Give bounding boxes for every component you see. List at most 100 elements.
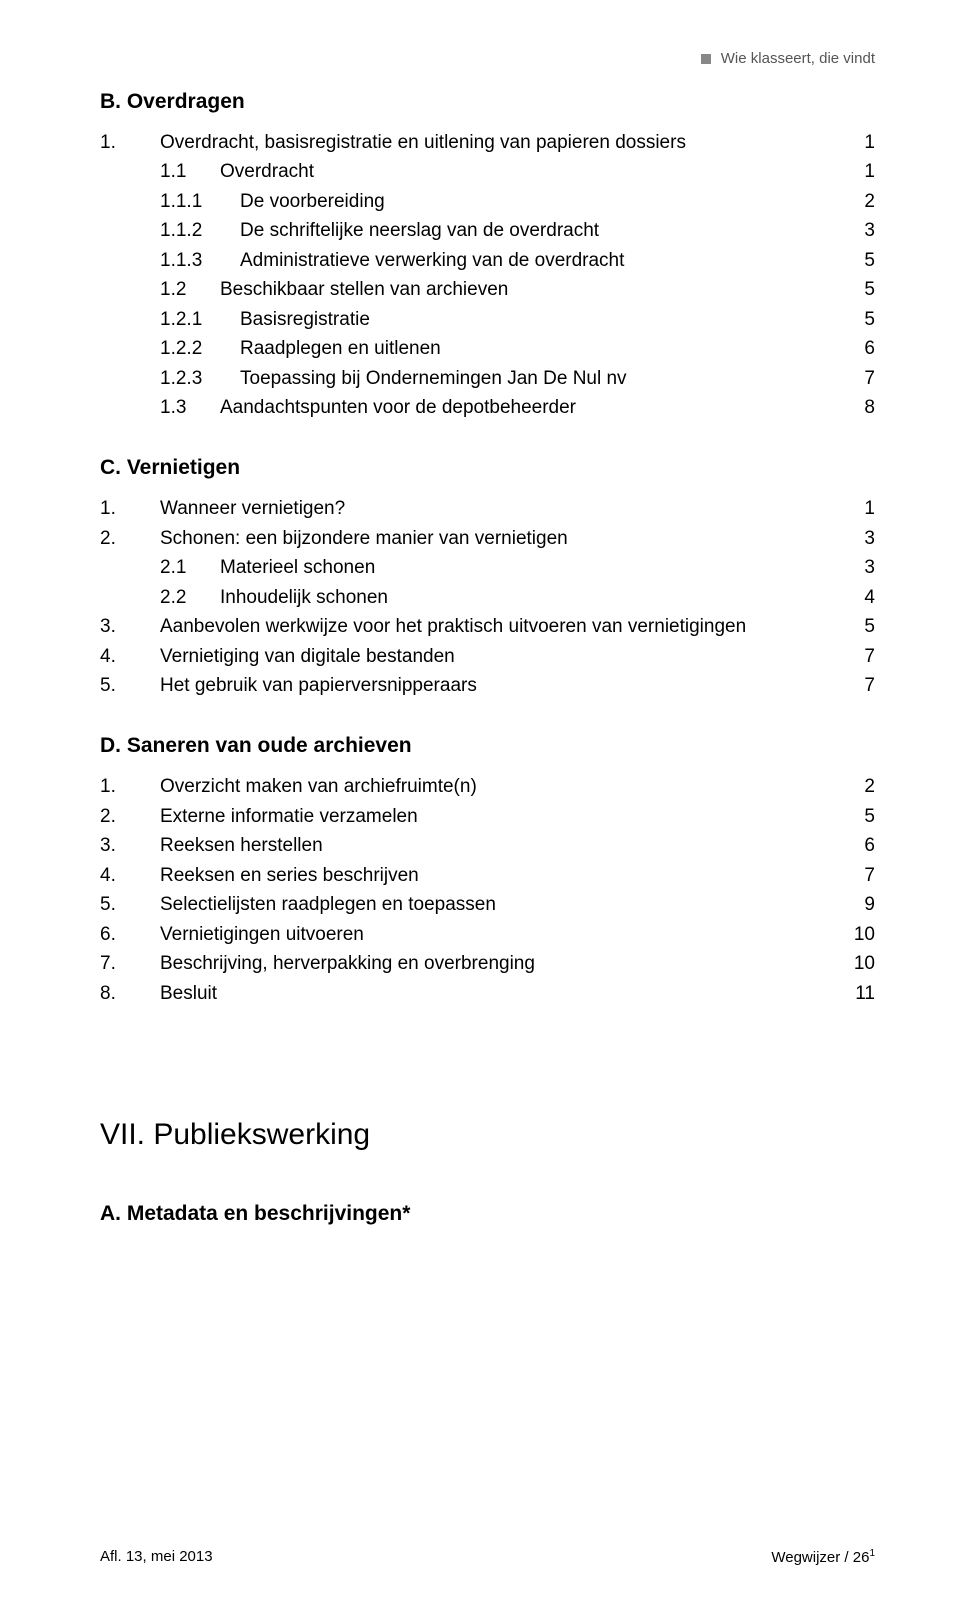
toc-row: 6.Vernietigingen uitvoeren10 [100,920,875,949]
toc-page: 7 [835,671,875,700]
toc-number: 1.3 [100,393,220,422]
toc-row: 3.Reeksen herstellen6 [100,831,875,860]
toc-label: Beschrijving, herverpakking en overbreng… [160,949,835,978]
toc-number: 2. [100,524,160,553]
toc-label: De schriftelijke neerslag van de overdra… [240,216,835,245]
running-header: Wie klasseert, die vindt [701,50,875,67]
toc-number: 3. [100,831,160,860]
toc-row: 4.Vernietiging van digitale bestanden7 [100,642,875,671]
toc-row: 5.Selectielijsten raadplegen en toepasse… [100,890,875,919]
toc-number: 1. [100,772,160,801]
toc-label: Overzicht maken van archiefruimte(n) [160,772,835,801]
toc-row: 1.Overzicht maken van archiefruimte(n)2 [100,772,875,801]
toc-page: 10 [835,920,875,949]
section-heading: C. Vernietigen [100,456,875,480]
toc-label: Het gebruik van papierversnipperaars [160,671,835,700]
toc-row: 3.Aanbevolen werkwijze voor het praktisc… [100,612,875,641]
toc-page: 10 [835,949,875,978]
toc-page: 3 [835,216,875,245]
toc-label: Basisregistratie [240,305,835,334]
toc-label: Selectielijsten raadplegen en toepassen [160,890,835,919]
toc-number: 3. [100,612,160,641]
toc-number: 4. [100,861,160,890]
toc-number: 1.2.1 [100,305,240,334]
toc-number: 1.2.3 [100,364,240,393]
toc-row: 1.2.2Raadplegen en uitlenen6 [100,334,875,363]
toc-number: 2.1 [100,553,220,582]
toc-row: 5.Het gebruik van papierversnipperaars7 [100,671,875,700]
page-footer: Afl. 13, mei 2013 Wegwijzer / 261 [100,1548,875,1566]
toc-label: Overdracht [220,157,835,186]
toc-label: De voorbereiding [240,187,835,216]
toc-row: 2.2Inhoudelijk schonen4 [100,583,875,612]
toc-label: Overdracht, basisregistratie en uitlenin… [160,128,835,157]
toc-label: Vernietiging van digitale bestanden [160,642,835,671]
toc-label: Aandachtspunten voor de depotbeheerder [220,393,835,422]
toc-number: 1.1.3 [100,246,240,275]
toc-row: 1.1.2De schriftelijke neerslag van de ov… [100,216,875,245]
toc-label: Aanbevolen werkwijze voor het praktisch … [160,612,835,641]
toc-row: 1.1.3Administratieve verwerking van de o… [100,246,875,275]
toc-page: 5 [835,612,875,641]
toc-row: 1.Wanneer vernietigen?1 [100,494,875,523]
toc-page: 9 [835,890,875,919]
toc-label: Wanneer vernietigen? [160,494,835,523]
toc-label: Materieel schonen [220,553,835,582]
toc-row: 1.1.1De voorbereiding2 [100,187,875,216]
toc-number: 1.1.1 [100,187,240,216]
toc-page: 11 [835,979,875,1008]
footer-right: Wegwijzer / 261 [771,1548,875,1566]
toc-page: 2 [835,187,875,216]
toc-page: 1 [835,128,875,157]
toc-page: 1 [835,494,875,523]
footer-right-sup: 1 [869,1548,875,1559]
toc-page: 5 [835,802,875,831]
toc-label: Inhoudelijk schonen [220,583,835,612]
toc-number: 1. [100,128,160,157]
toc-row: 1.2.1Basisregistratie5 [100,305,875,334]
section-heading: B. Overdragen [100,90,875,114]
toc-number: 4. [100,642,160,671]
toc-page: 7 [835,642,875,671]
toc-label: Administratieve verwerking van de overdr… [240,246,835,275]
toc-page: 5 [835,275,875,304]
toc-number: 1.2.2 [100,334,240,363]
toc-row: 2.Externe informatie verzamelen5 [100,802,875,831]
toc-row: 1.3Aandachtspunten voor de depotbeheerde… [100,393,875,422]
running-title: Wie klasseert, die vindt [721,50,875,67]
toc-number: 2. [100,802,160,831]
toc-label: Raadplegen en uitlenen [240,334,835,363]
toc-page: 2 [835,772,875,801]
toc-number: 8. [100,979,160,1008]
toc-page: 7 [835,364,875,393]
toc-number: 1. [100,494,160,523]
toc-page: 6 [835,334,875,363]
toc-label: Besluit [160,979,835,1008]
toc-label: Beschikbaar stellen van archieven [220,275,835,304]
toc-number: 6. [100,920,160,949]
toc-number: 5. [100,671,160,700]
toc-page: 1 [835,157,875,186]
section-heading: D. Saneren van oude archieven [100,734,875,758]
toc-row: 1.2.3Toepassing bij Ondernemingen Jan De… [100,364,875,393]
toc-row: 1.1Overdracht1 [100,157,875,186]
toc-row: 2.Schonen: een bijzondere manier van ver… [100,524,875,553]
footer-right-prefix: Wegwijzer / 26 [771,1549,869,1566]
toc-page: 4 [835,583,875,612]
toc-page: 7 [835,861,875,890]
toc-label: Reeksen en series beschrijven [160,861,835,890]
toc-row: 1.2Beschikbaar stellen van archieven5 [100,275,875,304]
toc-page: 3 [835,553,875,582]
toc-row: 4.Reeksen en series beschrijven7 [100,861,875,890]
toc-page: 5 [835,246,875,275]
header-square-icon [701,54,711,64]
part-heading: VII. Publiekswerking [100,1118,875,1152]
toc-number: 5. [100,890,160,919]
toc-number: 2.2 [100,583,220,612]
toc-row: 1.Overdracht, basisregistratie en uitlen… [100,128,875,157]
toc-number: 1.1 [100,157,220,186]
toc-page: 5 [835,305,875,334]
toc-label: Vernietigingen uitvoeren [160,920,835,949]
toc-number: 1.2 [100,275,220,304]
part-subheading: A. Metadata en beschrijvingen* [100,1202,875,1226]
